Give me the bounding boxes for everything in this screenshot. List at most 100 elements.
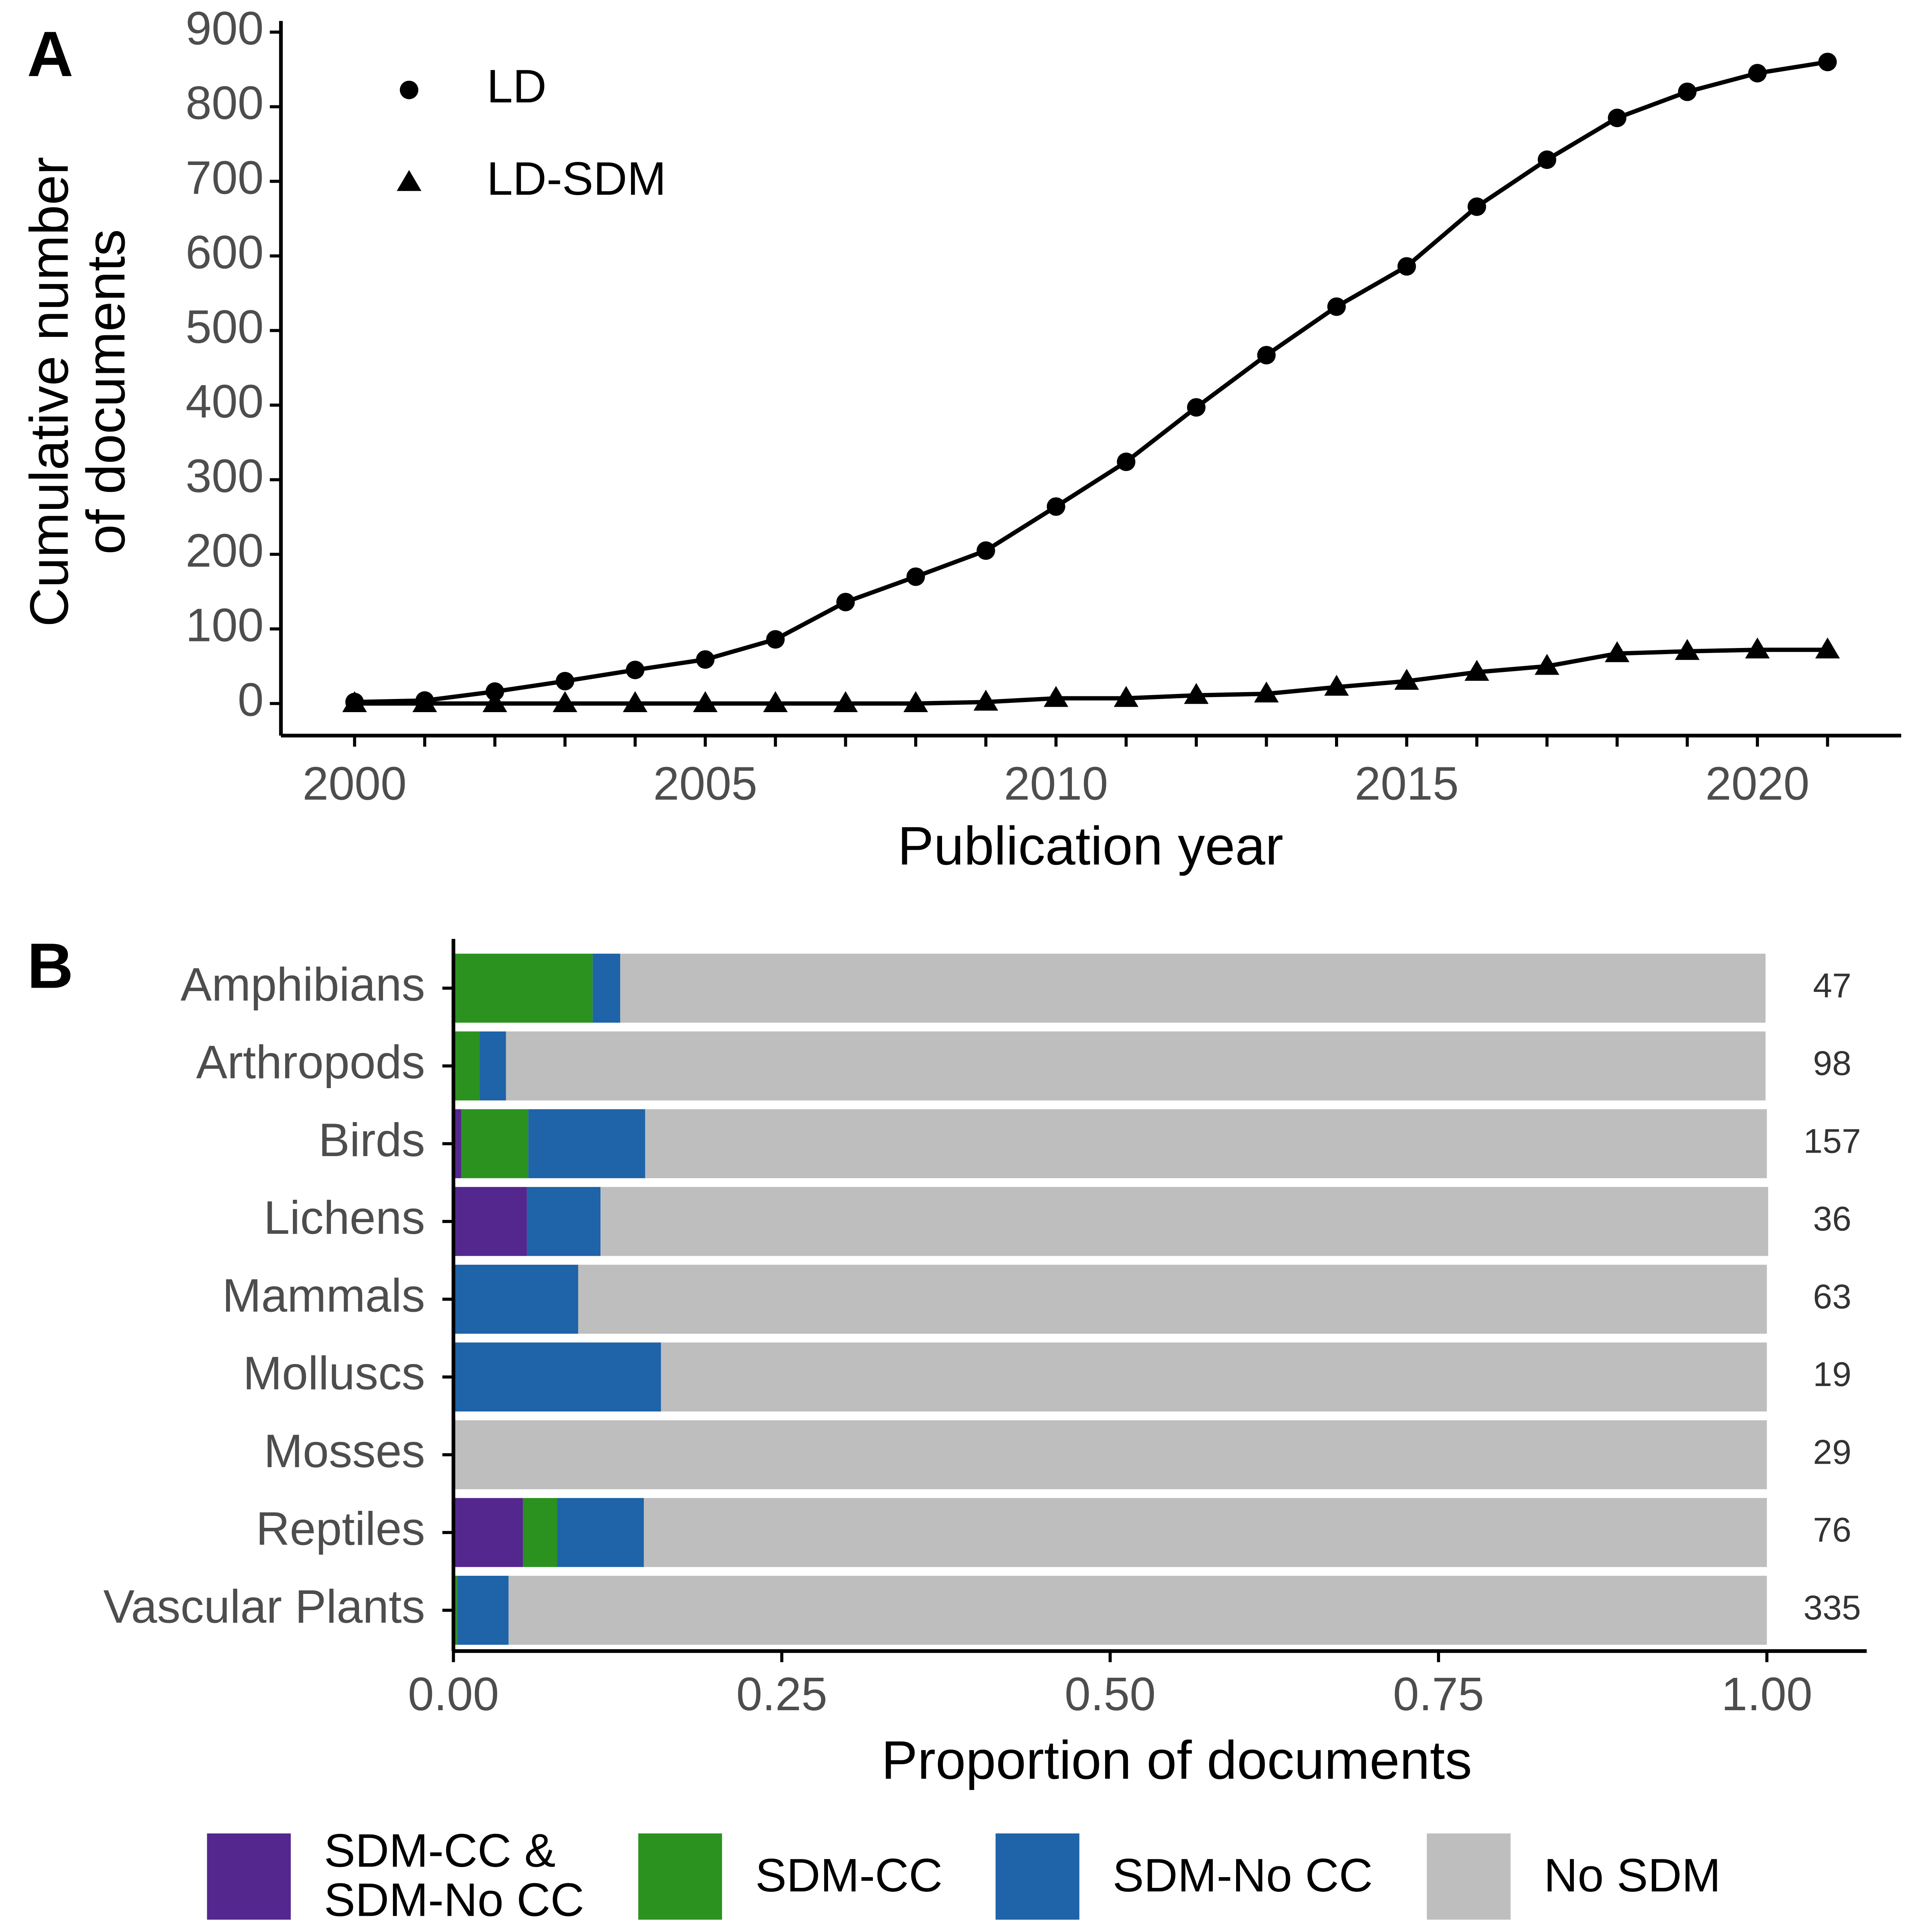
y-tick-label: 300	[185, 450, 264, 502]
point	[1394, 668, 1419, 690]
point	[1748, 64, 1767, 83]
point	[626, 660, 645, 679]
point	[482, 691, 507, 713]
point	[903, 691, 928, 713]
bar-segment	[453, 1576, 457, 1645]
x-tick-label: 0.00	[408, 1668, 499, 1720]
y-tick-label: 500	[185, 300, 264, 353]
point	[1114, 686, 1139, 707]
point	[1815, 637, 1840, 659]
x-tick-label: 2000	[303, 757, 407, 810]
point	[1605, 641, 1629, 662]
point	[1327, 297, 1346, 316]
bar-segment	[453, 1265, 578, 1334]
bar-segment	[523, 1498, 558, 1567]
point	[833, 691, 858, 713]
legend-swatch	[638, 1833, 722, 1920]
bar-segment	[509, 1576, 1767, 1645]
x-tick-label: 0.25	[736, 1668, 827, 1720]
bar-segment	[620, 954, 1766, 1023]
y-tick-label: 900	[185, 2, 264, 54]
y-axis-title: Cumulative number of documents	[22, 156, 137, 627]
bar-segment	[461, 1109, 529, 1179]
point	[1468, 197, 1486, 216]
point	[1324, 675, 1349, 696]
count-label: 36	[1813, 1199, 1851, 1238]
bar-segment	[644, 1498, 1767, 1567]
legend-label: No SDM	[1544, 1850, 1721, 1903]
count-label: 157	[1803, 1121, 1861, 1160]
panel-label: B	[27, 930, 73, 1002]
bar-segment	[453, 954, 593, 1023]
count-label: 29	[1813, 1432, 1851, 1471]
point	[696, 650, 715, 669]
count-label: 98	[1813, 1044, 1851, 1082]
y-tick-label: Birds	[318, 1114, 425, 1166]
count-label: 76	[1813, 1510, 1851, 1549]
y-tick-label: 600	[185, 226, 264, 278]
legend-swatch	[995, 1833, 1080, 1920]
legend-swatch	[1427, 1833, 1511, 1920]
count-label: 63	[1813, 1277, 1851, 1316]
y-tick-label: 0	[238, 673, 264, 726]
legend-label: SDM-CC	[755, 1850, 943, 1903]
y-tick-label: Lichens	[264, 1191, 425, 1244]
point	[1537, 150, 1556, 169]
count-label: 19	[1813, 1355, 1851, 1393]
legend-label: LD	[487, 60, 547, 112]
bar-segment	[457, 1576, 509, 1645]
point	[1608, 109, 1627, 128]
point	[763, 691, 788, 713]
point	[1678, 82, 1697, 101]
bar-segment	[453, 1498, 523, 1567]
point	[342, 691, 367, 713]
bar-segment	[506, 1031, 1766, 1100]
bar-segment	[453, 1420, 1767, 1490]
point	[1534, 654, 1560, 675]
y-tick-label: 800	[185, 77, 264, 129]
legend-label-box: SDM-CC & SDM-No CC	[324, 1827, 584, 1926]
legend-label-box: SDM-No CC	[1112, 1852, 1372, 1901]
point	[1257, 346, 1276, 365]
point	[1464, 660, 1489, 681]
bar-segment	[557, 1498, 644, 1567]
bar-segment	[527, 1187, 601, 1256]
series-line	[354, 60, 1828, 704]
legend-marker	[396, 170, 422, 191]
x-tick-label: 2020	[1705, 757, 1810, 810]
point	[973, 689, 998, 711]
bar-segment	[453, 1109, 461, 1179]
point	[766, 630, 785, 649]
bar-segment	[578, 1265, 1767, 1334]
y-tick-label: Reptiles	[256, 1502, 425, 1555]
point	[412, 691, 437, 713]
legend-marker	[400, 80, 418, 99]
point	[1818, 53, 1837, 71]
count-label: 335	[1803, 1588, 1861, 1627]
point	[553, 691, 578, 713]
y-tick-label: Vascular Plants	[103, 1580, 425, 1633]
y-tick-label: Molluscs	[243, 1347, 425, 1400]
x-tick-label: 2015	[1355, 757, 1459, 810]
bar-segment	[453, 1031, 480, 1100]
y-tick-label: 200	[185, 524, 264, 577]
y-tick-label: Mammals	[222, 1269, 425, 1321]
y-tick-label: 700	[185, 151, 264, 204]
point	[906, 567, 925, 586]
point	[622, 691, 648, 713]
y-tick-label: Mosses	[264, 1425, 425, 1477]
y-axis-title-box: Cumulative number of documents	[22, 156, 137, 627]
bar-segment	[528, 1109, 645, 1179]
bar-segment	[453, 1187, 527, 1256]
legend-label-box: SDM-CC	[755, 1850, 943, 1903]
x-axis-title: Publication year	[898, 815, 1283, 876]
point	[1046, 497, 1065, 516]
x-tick-label: 0.50	[1065, 1668, 1156, 1720]
x-tick-label: 2010	[1004, 757, 1108, 810]
point	[1044, 686, 1068, 707]
point	[1675, 639, 1700, 660]
point	[1184, 683, 1209, 704]
bar-segment	[645, 1109, 1767, 1179]
series-line	[354, 648, 1828, 706]
